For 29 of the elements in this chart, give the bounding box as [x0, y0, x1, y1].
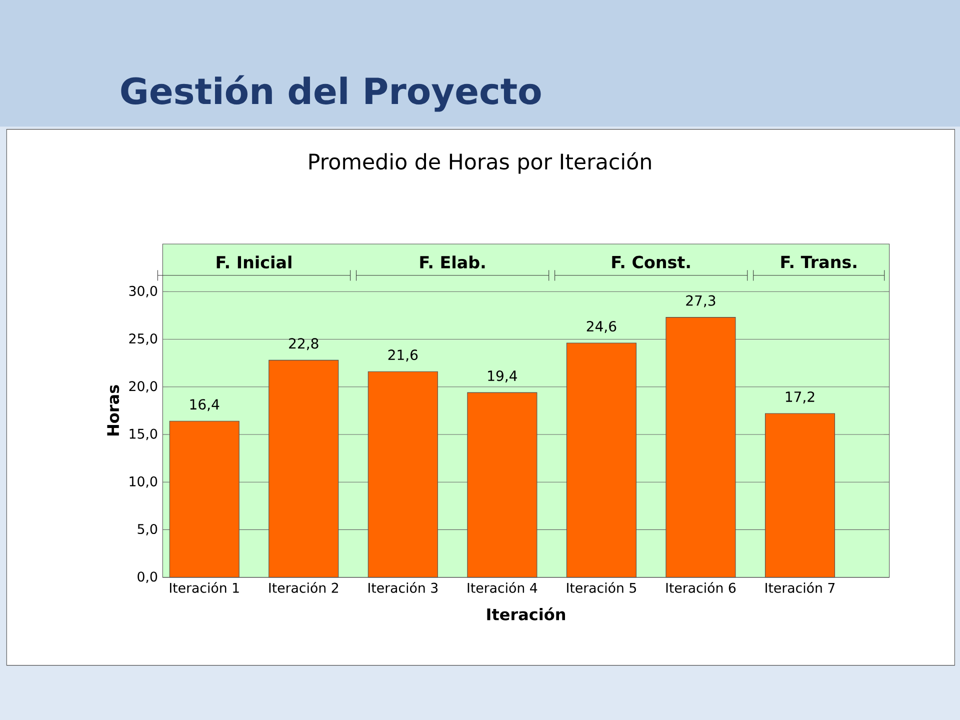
data-label: 27,3	[686, 295, 716, 308]
annotation: F. Const.	[612, 256, 690, 268]
y-tick-label: 15,0	[130, 428, 158, 440]
x-tick-label: Iteración 6	[666, 582, 736, 593]
x-tick-label: Iteración 7	[766, 582, 835, 593]
x-axis-title: Iteración	[487, 607, 566, 620]
x-tick-label: Iteración 3	[368, 582, 438, 593]
y-tick-label: 25,0	[129, 333, 158, 345]
data-label: 16,4	[190, 399, 220, 412]
y-tick-label: 10,0	[130, 476, 158, 488]
chart-subtitle: Promedio de Horas por Iteración	[309, 152, 651, 174]
x-tick-label: Iteración 2	[269, 582, 338, 593]
data-label: 21,6	[388, 350, 418, 362]
x-tick-label: Iteración 4	[468, 582, 538, 593]
annotation: F. Trans.	[781, 256, 856, 268]
annotation: F. Inicial	[216, 256, 292, 269]
y-tick-label: 0,0	[138, 572, 158, 584]
data-label: 22,8	[289, 338, 318, 350]
x-tick-label: Iteración 1	[170, 582, 239, 593]
y-tick-label: 30,0	[129, 286, 158, 298]
chart-title: Gestión del Proyecto	[121, 75, 541, 112]
y-axis-title: Horas	[107, 385, 120, 436]
data-label: 24,6	[586, 320, 616, 333]
annotation: F. Elab.	[420, 256, 485, 269]
y-tick-label: 5,0	[138, 524, 158, 536]
y-tick-label: 20,0	[129, 381, 158, 393]
data-label: 17,2	[786, 391, 814, 404]
x-tick-label: Iteración 5	[567, 582, 636, 593]
data-label: 19,4	[488, 370, 517, 383]
